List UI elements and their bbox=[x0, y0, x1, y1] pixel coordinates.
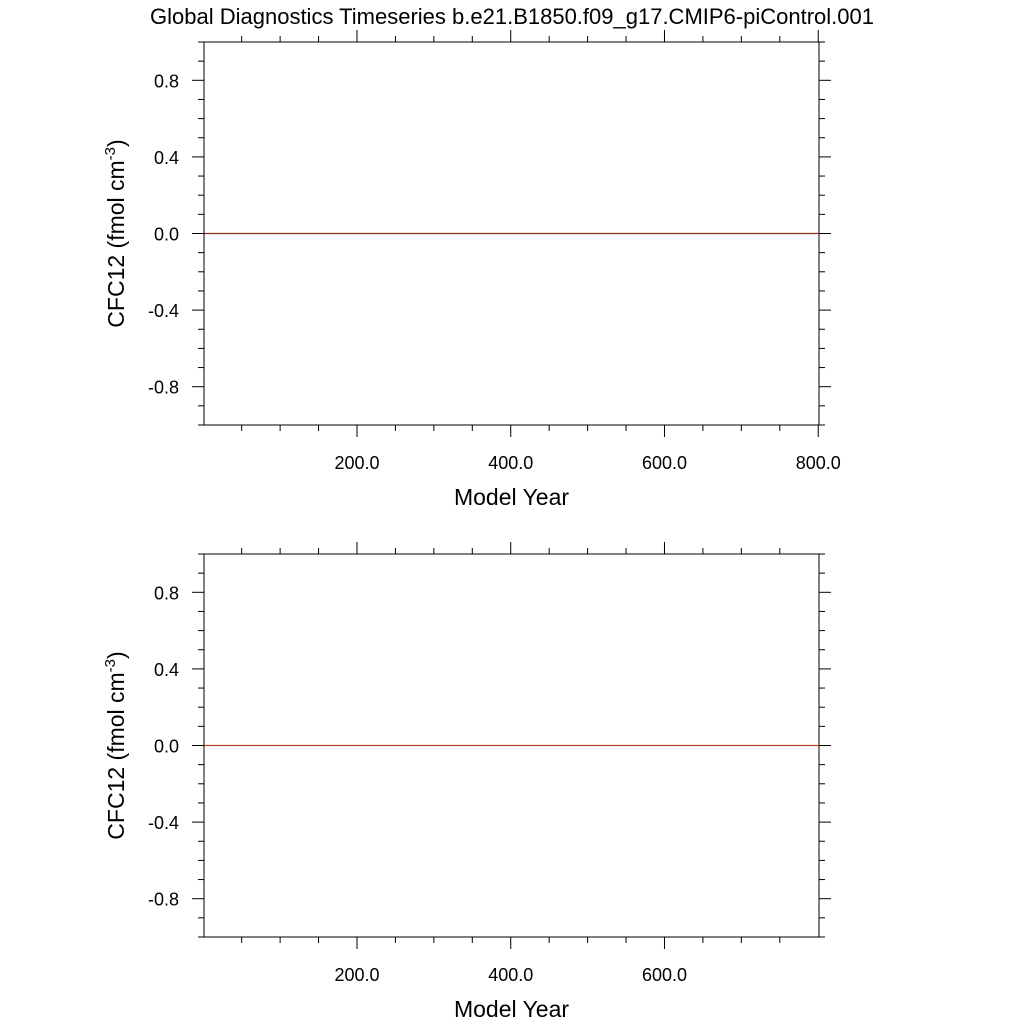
x-tick-label: 400.0 bbox=[488, 965, 533, 985]
y-tick-label: 0.0 bbox=[154, 737, 179, 757]
y-tick-label: 0.8 bbox=[154, 71, 179, 91]
x-tick-label: 400.0 bbox=[488, 453, 533, 473]
y-tick-label: -0.4 bbox=[148, 813, 179, 833]
x-axis-label: Model Year bbox=[454, 484, 569, 510]
x-axis-label: Model Year bbox=[454, 996, 569, 1022]
x-tick-label: 800.0 bbox=[796, 453, 841, 473]
panel-1: 0.8 0.4 0.0 -0.4 -0.8 200.0 400.0 600.0 800.0 Mod… bbox=[102, 30, 841, 510]
panels-group: 0.8 0.4 0.0 -0.4 -0.8 200.0 400.0 600.0 800.0 Mod… bbox=[102, 30, 841, 1022]
y-tick-label: -0.4 bbox=[148, 301, 179, 321]
y-tick-label: 0.4 bbox=[154, 148, 179, 168]
y-tick-label: 0.0 bbox=[154, 225, 179, 245]
y-tick-label: 0.8 bbox=[154, 583, 179, 603]
x-tick-label: 200.0 bbox=[334, 965, 379, 985]
y-axis-label: CFC12 (fmol cm-3) bbox=[102, 139, 129, 327]
x-tick-label: 600.0 bbox=[642, 453, 687, 473]
y-tick-label: 0.4 bbox=[154, 660, 179, 680]
x-tick-label: 200.0 bbox=[334, 453, 379, 473]
y-tick-label: -0.8 bbox=[148, 890, 179, 910]
chart-title: Global Diagnostics Timeseries b.e21.B185… bbox=[150, 4, 874, 29]
x-tick-label: 600.0 bbox=[642, 965, 687, 985]
panel-2: 0.8 0.4 0.0 -0.4 -0.8 200.0 400.0 600.0 Model Ye… bbox=[102, 542, 831, 1022]
y-tick-label: -0.8 bbox=[148, 378, 179, 398]
y-axis-label: CFC12 (fmol cm-3) bbox=[102, 651, 129, 839]
